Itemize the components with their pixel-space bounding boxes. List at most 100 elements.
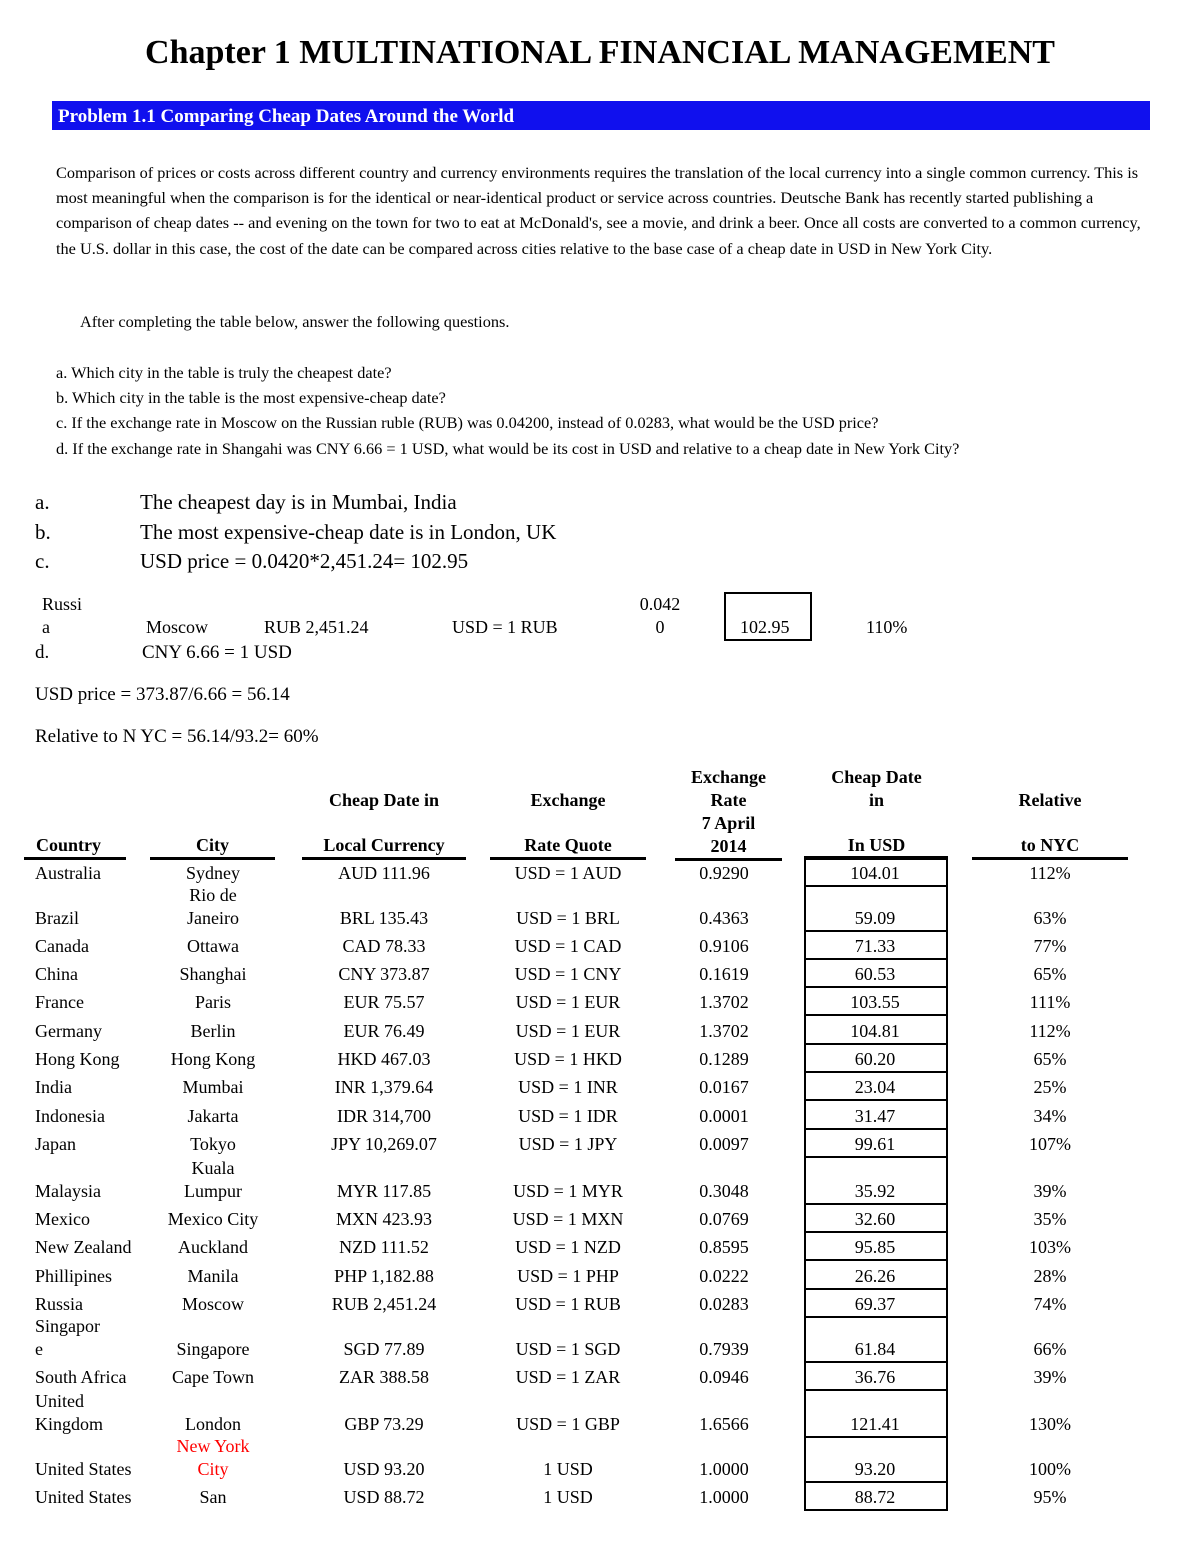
russia-usd: 102.95 — [740, 617, 790, 637]
cell-country: Singapor e — [35, 1316, 100, 1359]
cell-country: United Kingdom — [35, 1391, 104, 1434]
cell-country: Russia — [35, 1294, 84, 1314]
cell-usd: 31.47 — [854, 1106, 896, 1126]
cell-quote: USD = 1 JPY — [518, 1134, 618, 1154]
chapter-title: Chapter 1 MULTINATIONAL FINANCIAL MANAGE… — [145, 34, 1055, 71]
cell-local: EUR 76.49 — [343, 1021, 425, 1041]
cell-city: Manila — [187, 1266, 239, 1286]
cell-quote: USD = 1 INR — [518, 1077, 618, 1097]
cell-usd: 36.76 — [854, 1367, 896, 1387]
cell-country: Indonesia — [35, 1106, 105, 1126]
cell-rel: 35% — [1033, 1209, 1067, 1229]
cell-usd: 59.09 — [854, 908, 896, 928]
russia-country: Russi a — [42, 594, 83, 637]
cell-country: Hong Kong — [35, 1049, 120, 1069]
cell-city: Sydney — [186, 863, 240, 883]
cell-local: PHP 1,182.88 — [334, 1266, 434, 1286]
cell-quote: USD = 1 EUR — [515, 992, 621, 1012]
cell-local: MYR 117.85 — [336, 1181, 432, 1201]
question-c: c. If the exchange rate in Moscow on the… — [56, 413, 879, 432]
cell-local: CAD 78.33 — [342, 936, 426, 956]
cell-quote: USD = 1 GBP — [516, 1414, 620, 1434]
cell-country: Phillipines — [35, 1266, 113, 1286]
header-local: Local Currency — [302, 834, 466, 860]
cell-usd: 32.60 — [854, 1209, 896, 1229]
cell-city: Rio de Janeiro — [187, 885, 239, 928]
russia-city: Moscow — [146, 617, 208, 637]
cell-usd: 69.37 — [854, 1294, 896, 1314]
russia-local: RUB 2,451.24 — [264, 617, 369, 637]
cell-rel: 100% — [1029, 1459, 1071, 1479]
cell-rel: 39% — [1033, 1367, 1067, 1387]
answer-a: The cheapest day is in Mumbai, India — [140, 490, 457, 514]
cell-country: Brazil — [35, 908, 79, 928]
cell-local: ZAR 388.58 — [339, 1367, 429, 1387]
cell-city: Cape Town — [172, 1367, 254, 1387]
cell-city: Mumbai — [182, 1077, 244, 1097]
answer-b: The most expensive-cheap date is in Lond… — [140, 520, 557, 544]
cell-country: China — [35, 964, 78, 984]
cell-usd: 93.20 — [854, 1459, 896, 1479]
question-b: b. Which city in the table is the most e… — [56, 388, 446, 407]
cell-usd: 99.61 — [854, 1134, 896, 1154]
cell-local: INR 1,379.64 — [334, 1077, 434, 1097]
header-usd-top: Cheap Date in — [831, 767, 922, 810]
cell-local: BRL 135.43 — [339, 908, 429, 928]
cell-city: Jakarta — [187, 1106, 239, 1126]
cell-quote: USD = 1 CAD — [514, 936, 622, 956]
cell-quote: USD = 1 NZD — [515, 1237, 621, 1257]
cell-usd: 103.55 — [850, 992, 900, 1012]
cell-rate: 0.9290 — [699, 863, 749, 883]
cell-rel: 65% — [1033, 964, 1067, 984]
cell-quote: 1 USD — [543, 1459, 593, 1479]
cell-country: United States — [35, 1459, 132, 1479]
answer-c: USD price = 0.0420*2,451.24= 102.95 — [140, 549, 469, 573]
cell-local: AUD 111.96 — [338, 863, 430, 883]
answer-d-label: d. — [35, 642, 50, 663]
cell-quote: 1 USD — [543, 1487, 593, 1507]
cell-city: Ottawa — [187, 936, 239, 956]
cell-rel: 103% — [1029, 1237, 1071, 1257]
cell-city: Singapore — [176, 1339, 250, 1359]
cell-local: HKD 467.03 — [337, 1049, 431, 1069]
cell-rel: 95% — [1033, 1487, 1067, 1507]
russia-quote: USD = 1 RUB — [452, 617, 558, 637]
header-local-top: Cheap Date in — [328, 790, 439, 810]
cell-quote: USD = 1 HKD — [514, 1049, 622, 1069]
cell-rate: 1.3702 — [699, 1021, 749, 1041]
usd-cell-box — [804, 1481, 948, 1511]
cell-usd: 104.01 — [850, 863, 900, 883]
russia-relative: 110% — [866, 617, 908, 637]
cell-rate: 1.6566 — [699, 1414, 749, 1434]
cell-rate: 0.7939 — [699, 1339, 749, 1359]
cell-usd: 60.20 — [854, 1049, 896, 1069]
cell-country: Australia — [35, 863, 101, 883]
cell-rate: 0.0946 — [699, 1367, 749, 1387]
cell-rate: 0.0769 — [699, 1209, 749, 1229]
cell-usd: 104.81 — [850, 1021, 900, 1041]
cell-country: Malaysia — [35, 1181, 101, 1201]
cell-rate: 0.8595 — [699, 1237, 749, 1257]
cell-local: CNY 373.87 — [338, 964, 430, 984]
cell-rel: 112% — [1029, 1021, 1071, 1041]
cell-local: GBP 73.29 — [344, 1414, 424, 1434]
cell-rel: 74% — [1033, 1294, 1067, 1314]
cell-local: EUR 75.57 — [343, 992, 425, 1012]
cell-quote: USD = 1 EUR — [515, 1021, 621, 1041]
cell-city: Kuala Lumpur — [184, 1158, 242, 1201]
cell-rel: 63% — [1033, 908, 1067, 928]
cell-local: IDR 314,700 — [337, 1106, 431, 1126]
cell-local: USD 88.72 — [343, 1487, 425, 1507]
question-a: a. Which city in the table is truly the … — [56, 363, 392, 382]
cell-local: RUB 2,451.24 — [331, 1294, 437, 1314]
instructions: After completing the table below, answer… — [80, 312, 510, 331]
cell-quote: USD = 1 BRL — [516, 908, 620, 928]
cell-usd: 95.85 — [854, 1237, 896, 1257]
cell-rel: 39% — [1033, 1181, 1067, 1201]
cell-usd: 26.26 — [854, 1266, 896, 1286]
cell-rate: 0.1619 — [699, 964, 749, 984]
header-city: City — [150, 834, 275, 860]
cell-usd: 121.41 — [850, 1414, 900, 1434]
cell-rate: 0.0283 — [699, 1294, 749, 1314]
cell-rate: 0.4363 — [699, 908, 749, 928]
